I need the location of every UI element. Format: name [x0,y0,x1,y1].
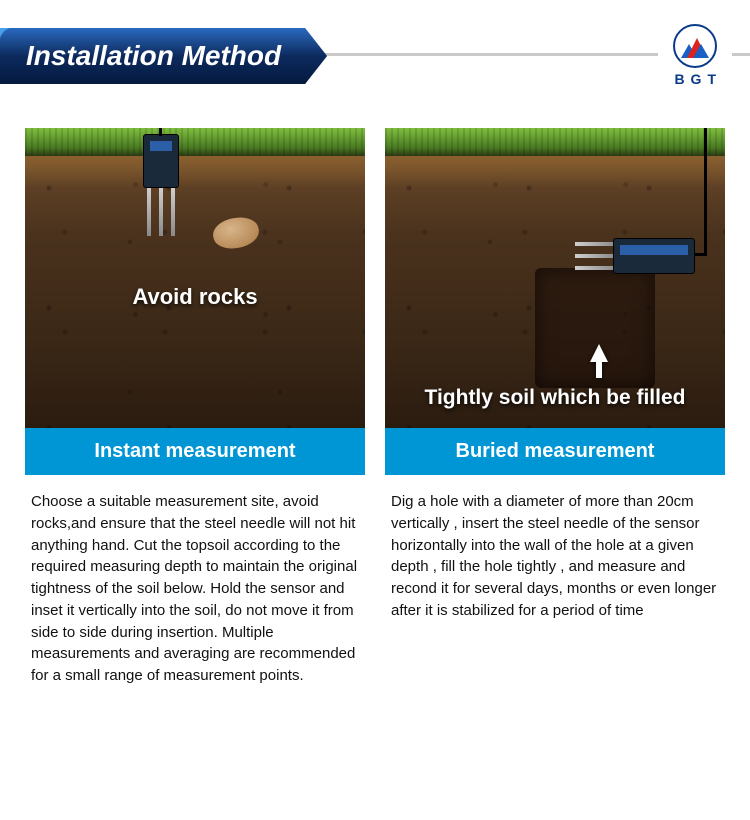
header: Installation Method BGT [0,18,750,108]
brand-logo-icon [673,24,717,68]
topsoil-layer [385,152,725,188]
sensor-vertical-icon [143,128,179,188]
sensor-horizontal-icon [575,238,695,278]
buried-diagram: Tightly soil which be filled [385,128,725,428]
sensor-cable-icon [704,128,707,256]
column-buried: Tightly soil which be filled Buried meas… [385,128,725,687]
filled-soil-patch [535,268,655,388]
instant-title-bar: Instant measurement [25,428,365,475]
grass-layer [25,128,365,156]
buried-description: Dig a hole with a diameter of more than … [385,475,725,622]
brand-logo: BGT [658,24,732,87]
instant-description: Choose a suitable measurement site, avoi… [25,475,365,687]
page-title-banner: Installation Method [0,28,327,84]
instant-callout-text: Avoid rocks [25,284,365,310]
column-instant: Avoid rocks Instant measurement Choose a… [25,128,365,687]
instant-diagram: Avoid rocks [25,128,365,428]
buried-title-bar: Buried measurement [385,428,725,475]
grass-layer [385,128,725,156]
arrow-up-icon [590,344,608,362]
buried-callout-text: Tightly soil which be filled [385,386,725,410]
topsoil-layer [25,152,365,188]
brand-logo-text: BGT [668,71,722,87]
content-columns: Avoid rocks Instant measurement Choose a… [0,108,750,687]
